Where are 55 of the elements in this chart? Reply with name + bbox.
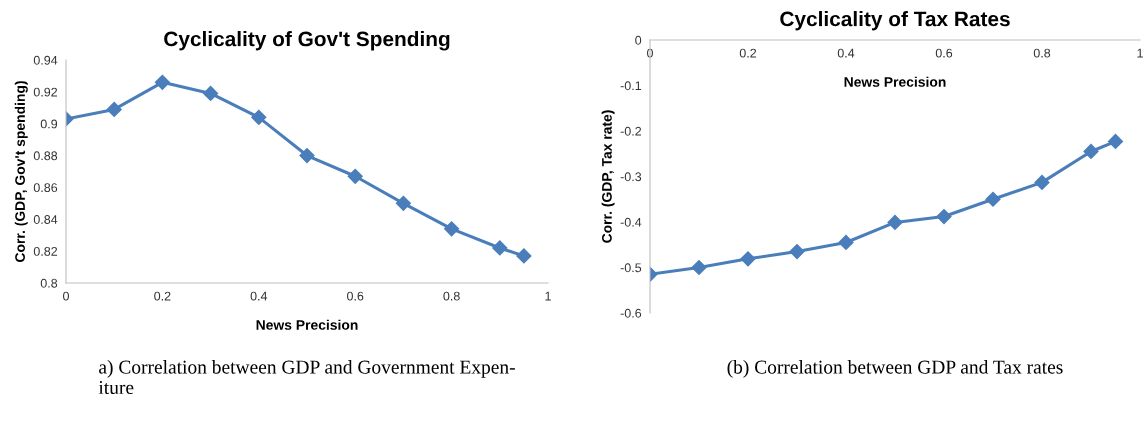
- point: [492, 240, 508, 256]
- y-tick-label: 0.84: [33, 215, 58, 224]
- point: [347, 168, 363, 184]
- y-axis-title: Corr. (GDP, Tax rate): [601, 110, 615, 243]
- point: [1083, 143, 1099, 160]
- chart-title: Cyclicality of Gov't Spending: [164, 31, 450, 51]
- y-tick-label: 0.86: [33, 183, 58, 193]
- point: [1034, 174, 1050, 190]
- point: [106, 101, 122, 117]
- y-tick-label: 0.92: [33, 87, 58, 97]
- point: [1107, 133, 1124, 150]
- x-tick-label: 0.2: [154, 291, 171, 301]
- y-tick-label: -0.4: [620, 217, 642, 227]
- y-tick-label: 0: [635, 35, 642, 45]
- y-tick-label: 0.94: [33, 55, 58, 65]
- point: [299, 148, 315, 164]
- y-tick-label: -0.5: [620, 263, 642, 273]
- x-tick-label: 1: [1137, 48, 1143, 58]
- y-tick-label: -0.2: [620, 126, 642, 136]
- point: [395, 195, 411, 211]
- point: [887, 214, 903, 231]
- y-tick-label: -0.3: [620, 172, 642, 182]
- y-tick-label: 0.88: [33, 151, 58, 161]
- y-axis-title: Corr. (GDP, Gov't spending): [14, 81, 28, 262]
- x-tick-label: 0.6: [935, 48, 953, 58]
- x-tick-label: 0.8: [1033, 48, 1051, 58]
- x-tick-label: 0: [647, 48, 653, 58]
- x-tick-label: 0.2: [739, 48, 757, 58]
- text: (b) Correlation between GDP and Tax rates: [727, 360, 1063, 378]
- x-tick-label: 0: [63, 291, 69, 301]
- x-tick-label: 0.6: [347, 291, 364, 301]
- x-tick-label: 1: [545, 291, 551, 301]
- y-tick-label: 0.8: [40, 278, 58, 288]
- point: [516, 248, 532, 264]
- y-tick-label: -0.1: [620, 81, 642, 91]
- point: [444, 221, 460, 237]
- point: [154, 74, 170, 90]
- text: a) Correlation between GDP and Government Expen- iture: [98, 360, 515, 395]
- point: [936, 208, 952, 225]
- x-axis-title: News Precision: [844, 76, 946, 87]
- x-tick-label: 0.4: [837, 48, 855, 58]
- x-tick-label: 0.8: [443, 291, 460, 301]
- y-tick-label: -0.6: [620, 308, 642, 318]
- point: [251, 109, 267, 125]
- point: [740, 251, 756, 267]
- x-tick-label: 0.4: [250, 291, 268, 301]
- point: [203, 85, 219, 102]
- x-axis-title: News Precision: [256, 319, 358, 330]
- point: [985, 191, 1001, 207]
- point: [691, 259, 707, 276]
- y-tick-label: 0.82: [33, 246, 58, 256]
- chart-title: Cyclicality of Tax Rates: [780, 11, 1010, 31]
- y-tick-label: 0.9: [40, 119, 58, 129]
- point: [838, 234, 854, 251]
- point: [789, 244, 805, 260]
